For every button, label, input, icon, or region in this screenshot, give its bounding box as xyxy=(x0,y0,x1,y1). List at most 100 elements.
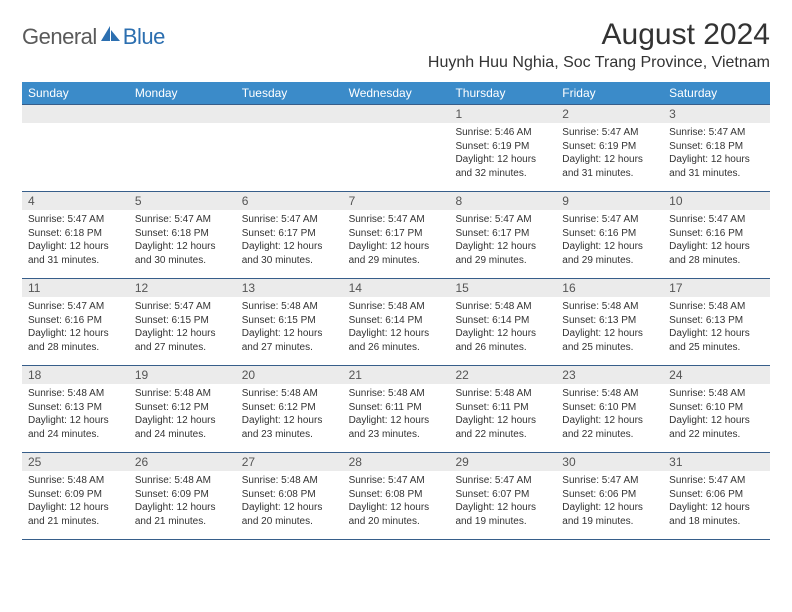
daylight-line: Daylight: 12 hours and 19 minutes. xyxy=(562,501,657,528)
sunrise-line: Sunrise: 5:48 AM xyxy=(455,387,550,401)
daylight-line: Daylight: 12 hours and 27 minutes. xyxy=(135,327,230,354)
weekday-header: Tuesday xyxy=(236,82,343,104)
sunset-line: Sunset: 6:18 PM xyxy=(669,140,764,154)
day-cell: 26Sunrise: 5:48 AMSunset: 6:09 PMDayligh… xyxy=(129,453,236,539)
week-row: 25Sunrise: 5:48 AMSunset: 6:09 PMDayligh… xyxy=(22,452,770,540)
day-number: 6 xyxy=(236,192,343,210)
day-cell: 28Sunrise: 5:47 AMSunset: 6:08 PMDayligh… xyxy=(343,453,450,539)
day-number: 22 xyxy=(449,366,556,384)
day-body: Sunrise: 5:47 AMSunset: 6:07 PMDaylight:… xyxy=(449,471,556,532)
day-number xyxy=(22,105,129,123)
sunset-line: Sunset: 6:16 PM xyxy=(28,314,123,328)
weekday-header: Monday xyxy=(129,82,236,104)
day-cell: 12Sunrise: 5:47 AMSunset: 6:15 PMDayligh… xyxy=(129,279,236,365)
day-body: Sunrise: 5:48 AMSunset: 6:12 PMDaylight:… xyxy=(129,384,236,445)
sunset-line: Sunset: 6:13 PM xyxy=(562,314,657,328)
daylight-line: Daylight: 12 hours and 30 minutes. xyxy=(242,240,337,267)
daylight-line: Daylight: 12 hours and 22 minutes. xyxy=(669,414,764,441)
day-body: Sunrise: 5:47 AMSunset: 6:15 PMDaylight:… xyxy=(129,297,236,358)
day-number: 16 xyxy=(556,279,663,297)
day-number: 27 xyxy=(236,453,343,471)
day-cell: 21Sunrise: 5:48 AMSunset: 6:11 PMDayligh… xyxy=(343,366,450,452)
day-number: 19 xyxy=(129,366,236,384)
sunset-line: Sunset: 6:15 PM xyxy=(242,314,337,328)
day-number: 2 xyxy=(556,105,663,123)
day-body: Sunrise: 5:47 AMSunset: 6:17 PMDaylight:… xyxy=(449,210,556,271)
day-body: Sunrise: 5:47 AMSunset: 6:18 PMDaylight:… xyxy=(22,210,129,271)
day-cell: 23Sunrise: 5:48 AMSunset: 6:10 PMDayligh… xyxy=(556,366,663,452)
day-number: 24 xyxy=(663,366,770,384)
daylight-line: Daylight: 12 hours and 23 minutes. xyxy=(242,414,337,441)
day-number xyxy=(129,105,236,123)
day-body: Sunrise: 5:48 AMSunset: 6:14 PMDaylight:… xyxy=(449,297,556,358)
day-cell: 16Sunrise: 5:48 AMSunset: 6:13 PMDayligh… xyxy=(556,279,663,365)
daylight-line: Daylight: 12 hours and 22 minutes. xyxy=(455,414,550,441)
day-number: 8 xyxy=(449,192,556,210)
day-number: 12 xyxy=(129,279,236,297)
sunset-line: Sunset: 6:12 PM xyxy=(135,401,230,415)
daylight-line: Daylight: 12 hours and 26 minutes. xyxy=(349,327,444,354)
daylight-line: Daylight: 12 hours and 31 minutes. xyxy=(669,153,764,180)
sunrise-line: Sunrise: 5:47 AM xyxy=(669,126,764,140)
day-number: 7 xyxy=(343,192,450,210)
brand-logo: General Blue xyxy=(22,24,165,50)
sunset-line: Sunset: 6:08 PM xyxy=(242,488,337,502)
day-cell: 27Sunrise: 5:48 AMSunset: 6:08 PMDayligh… xyxy=(236,453,343,539)
sunrise-line: Sunrise: 5:47 AM xyxy=(349,474,444,488)
day-body: Sunrise: 5:47 AMSunset: 6:17 PMDaylight:… xyxy=(236,210,343,271)
sunrise-line: Sunrise: 5:48 AM xyxy=(242,387,337,401)
day-body: Sunrise: 5:47 AMSunset: 6:18 PMDaylight:… xyxy=(129,210,236,271)
sunset-line: Sunset: 6:19 PM xyxy=(562,140,657,154)
day-body: Sunrise: 5:47 AMSunset: 6:19 PMDaylight:… xyxy=(556,123,663,184)
weekday-header: Saturday xyxy=(663,82,770,104)
day-cell: 11Sunrise: 5:47 AMSunset: 6:16 PMDayligh… xyxy=(22,279,129,365)
day-body: Sunrise: 5:47 AMSunset: 6:18 PMDaylight:… xyxy=(663,123,770,184)
daylight-line: Daylight: 12 hours and 30 minutes. xyxy=(135,240,230,267)
sunrise-line: Sunrise: 5:48 AM xyxy=(562,387,657,401)
calendar-grid: SundayMondayTuesdayWednesdayThursdayFrid… xyxy=(22,82,770,540)
day-cell: 8Sunrise: 5:47 AMSunset: 6:17 PMDaylight… xyxy=(449,192,556,278)
day-number: 20 xyxy=(236,366,343,384)
day-body: Sunrise: 5:47 AMSunset: 6:06 PMDaylight:… xyxy=(556,471,663,532)
day-cell: 29Sunrise: 5:47 AMSunset: 6:07 PMDayligh… xyxy=(449,453,556,539)
daylight-line: Daylight: 12 hours and 20 minutes. xyxy=(349,501,444,528)
day-body: Sunrise: 5:48 AMSunset: 6:11 PMDaylight:… xyxy=(449,384,556,445)
day-cell xyxy=(129,105,236,191)
sunset-line: Sunset: 6:14 PM xyxy=(455,314,550,328)
day-number: 18 xyxy=(22,366,129,384)
daylight-line: Daylight: 12 hours and 28 minutes. xyxy=(669,240,764,267)
day-body: Sunrise: 5:48 AMSunset: 6:10 PMDaylight:… xyxy=(663,384,770,445)
daylight-line: Daylight: 12 hours and 23 minutes. xyxy=(349,414,444,441)
title-block: August 2024 Huynh Huu Nghia, Soc Trang P… xyxy=(428,18,770,72)
sunset-line: Sunset: 6:10 PM xyxy=(562,401,657,415)
day-body xyxy=(129,123,236,130)
day-number: 31 xyxy=(663,453,770,471)
brand-sail-icon xyxy=(101,26,121,47)
day-number: 23 xyxy=(556,366,663,384)
week-row: 11Sunrise: 5:47 AMSunset: 6:16 PMDayligh… xyxy=(22,278,770,365)
daylight-line: Daylight: 12 hours and 25 minutes. xyxy=(562,327,657,354)
day-body: Sunrise: 5:47 AMSunset: 6:17 PMDaylight:… xyxy=(343,210,450,271)
sunrise-line: Sunrise: 5:47 AM xyxy=(562,213,657,227)
day-cell xyxy=(22,105,129,191)
day-cell: 3Sunrise: 5:47 AMSunset: 6:18 PMDaylight… xyxy=(663,105,770,191)
sunrise-line: Sunrise: 5:47 AM xyxy=(669,213,764,227)
day-body: Sunrise: 5:47 AMSunset: 6:06 PMDaylight:… xyxy=(663,471,770,532)
daylight-line: Daylight: 12 hours and 31 minutes. xyxy=(562,153,657,180)
sunrise-line: Sunrise: 5:47 AM xyxy=(455,213,550,227)
day-number xyxy=(343,105,450,123)
sunset-line: Sunset: 6:09 PM xyxy=(135,488,230,502)
week-row: 1Sunrise: 5:46 AMSunset: 6:19 PMDaylight… xyxy=(22,104,770,191)
sunset-line: Sunset: 6:16 PM xyxy=(669,227,764,241)
day-number: 15 xyxy=(449,279,556,297)
day-number: 11 xyxy=(22,279,129,297)
day-number: 17 xyxy=(663,279,770,297)
day-body: Sunrise: 5:48 AMSunset: 6:09 PMDaylight:… xyxy=(22,471,129,532)
sunrise-line: Sunrise: 5:47 AM xyxy=(562,474,657,488)
weekday-header: Friday xyxy=(556,82,663,104)
daylight-line: Daylight: 12 hours and 21 minutes. xyxy=(135,501,230,528)
day-cell: 30Sunrise: 5:47 AMSunset: 6:06 PMDayligh… xyxy=(556,453,663,539)
daylight-line: Daylight: 12 hours and 32 minutes. xyxy=(455,153,550,180)
day-body: Sunrise: 5:48 AMSunset: 6:11 PMDaylight:… xyxy=(343,384,450,445)
sunset-line: Sunset: 6:11 PM xyxy=(349,401,444,415)
